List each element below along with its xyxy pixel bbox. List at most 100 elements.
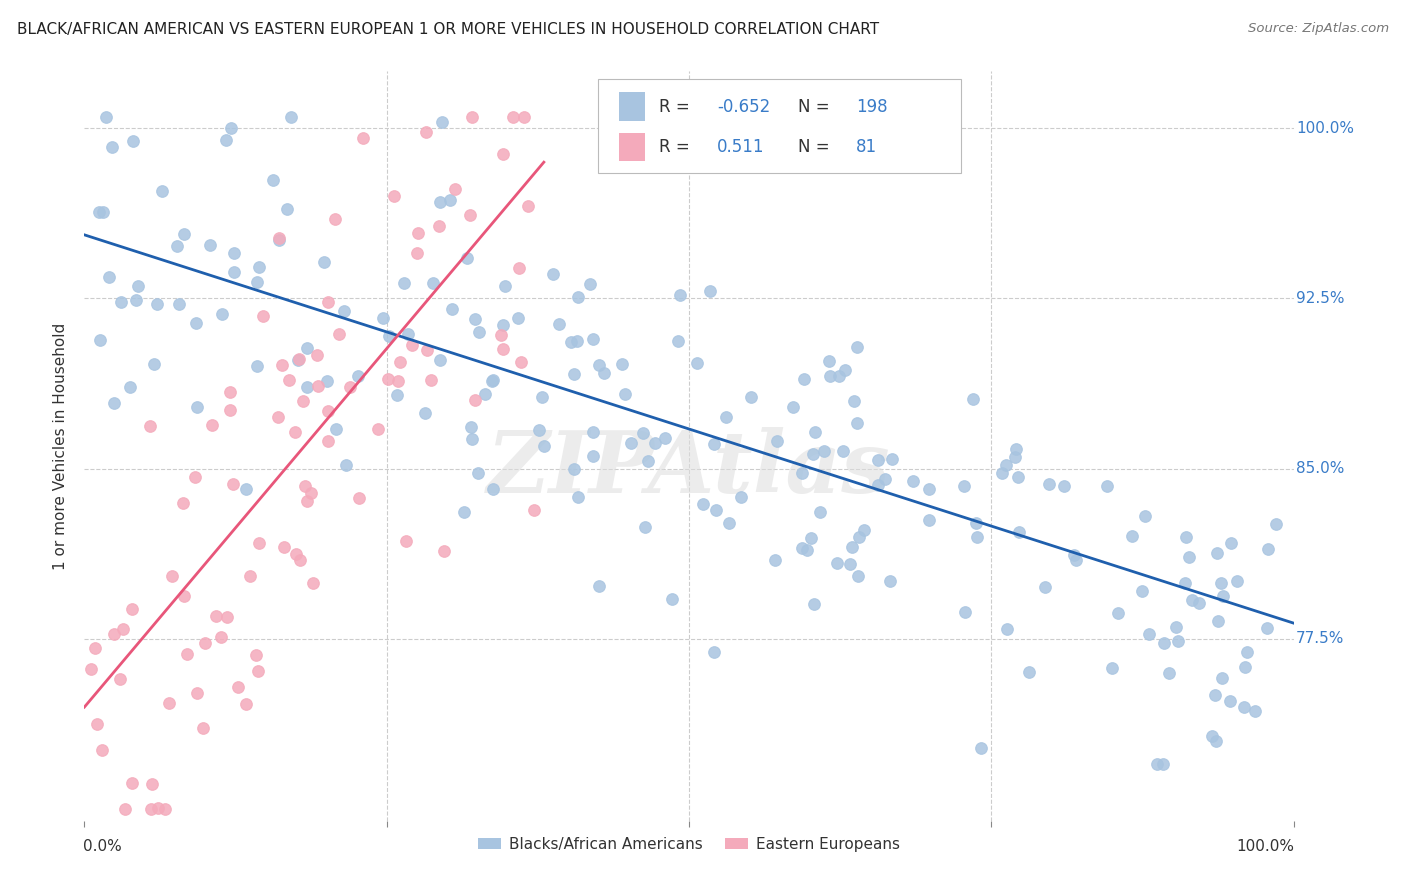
Point <box>740 390 762 404</box>
Point <box>222 476 245 491</box>
Point <box>173 589 195 603</box>
Point <box>461 432 484 446</box>
Point <box>278 373 301 387</box>
Point <box>121 602 143 616</box>
Point <box>139 802 162 816</box>
Point <box>347 491 370 505</box>
Point <box>508 261 530 276</box>
Point <box>460 420 482 434</box>
Point <box>1206 546 1229 560</box>
Point <box>226 680 249 694</box>
Point <box>276 202 298 216</box>
Point <box>803 425 825 439</box>
Point <box>335 458 357 472</box>
Point <box>1130 584 1153 599</box>
Point <box>879 574 901 588</box>
Point <box>654 431 676 445</box>
Point <box>706 503 728 517</box>
Point <box>962 392 984 406</box>
Point <box>118 380 141 394</box>
Point <box>246 359 269 374</box>
Point <box>703 436 725 450</box>
Point <box>371 311 394 326</box>
Point <box>661 592 683 607</box>
Point <box>567 491 589 505</box>
Point <box>408 226 430 240</box>
Point <box>419 373 441 387</box>
Point <box>841 541 863 555</box>
Point <box>273 540 295 554</box>
Point <box>634 519 657 533</box>
Point <box>491 343 513 357</box>
FancyBboxPatch shape <box>619 93 645 121</box>
Point <box>1256 621 1278 635</box>
Text: 100.0%: 100.0% <box>1237 839 1295 855</box>
Point <box>160 568 183 582</box>
Point <box>1107 606 1129 620</box>
Text: 198: 198 <box>856 98 887 116</box>
Point <box>316 434 339 449</box>
Point <box>834 363 856 377</box>
Point <box>246 275 269 289</box>
Point <box>800 531 823 545</box>
Point <box>461 110 484 124</box>
Point <box>211 307 233 321</box>
Point <box>401 338 423 352</box>
Point <box>167 296 190 310</box>
Text: 77.5%: 77.5% <box>1296 632 1344 647</box>
Point <box>529 423 551 437</box>
Point <box>714 410 737 425</box>
Text: 81: 81 <box>856 138 877 156</box>
Text: 100.0%: 100.0% <box>1296 120 1354 136</box>
Point <box>1095 479 1118 493</box>
Point <box>1063 548 1085 562</box>
Point <box>83 641 105 656</box>
Point <box>669 288 692 302</box>
Point <box>1038 477 1060 491</box>
Point <box>686 356 709 370</box>
Point <box>818 354 841 368</box>
Point <box>1205 734 1227 748</box>
Point <box>142 357 165 371</box>
Point <box>831 443 853 458</box>
Text: R =: R = <box>659 138 689 156</box>
Point <box>808 505 831 519</box>
Point <box>284 547 307 561</box>
Point <box>352 130 374 145</box>
Point <box>502 110 524 124</box>
Point <box>110 672 132 686</box>
Point <box>299 486 322 500</box>
Point <box>398 327 420 342</box>
Point <box>316 295 339 310</box>
Text: 0.0%: 0.0% <box>83 839 122 855</box>
Point <box>377 372 399 386</box>
Point <box>427 219 450 234</box>
Point <box>825 556 848 570</box>
Point <box>127 279 149 293</box>
Point <box>302 576 325 591</box>
Point <box>579 277 602 292</box>
Point <box>1166 619 1188 633</box>
Point <box>1219 693 1241 707</box>
Point <box>506 311 529 326</box>
Point <box>325 422 347 436</box>
Point <box>1137 627 1160 641</box>
Point <box>1233 660 1256 674</box>
Point <box>793 372 815 386</box>
Point <box>94 110 117 124</box>
Y-axis label: 1 or more Vehicles in Household: 1 or more Vehicles in Household <box>53 322 69 570</box>
Point <box>191 721 214 735</box>
Point <box>93 205 115 219</box>
FancyBboxPatch shape <box>619 133 645 161</box>
Point <box>150 185 173 199</box>
Point <box>235 697 257 711</box>
Point <box>692 497 714 511</box>
Point <box>763 553 786 567</box>
Point <box>853 524 876 538</box>
Point <box>157 696 180 710</box>
Point <box>377 329 399 343</box>
Point <box>901 475 924 489</box>
Point <box>224 264 246 278</box>
Point <box>970 740 993 755</box>
Point <box>803 598 825 612</box>
